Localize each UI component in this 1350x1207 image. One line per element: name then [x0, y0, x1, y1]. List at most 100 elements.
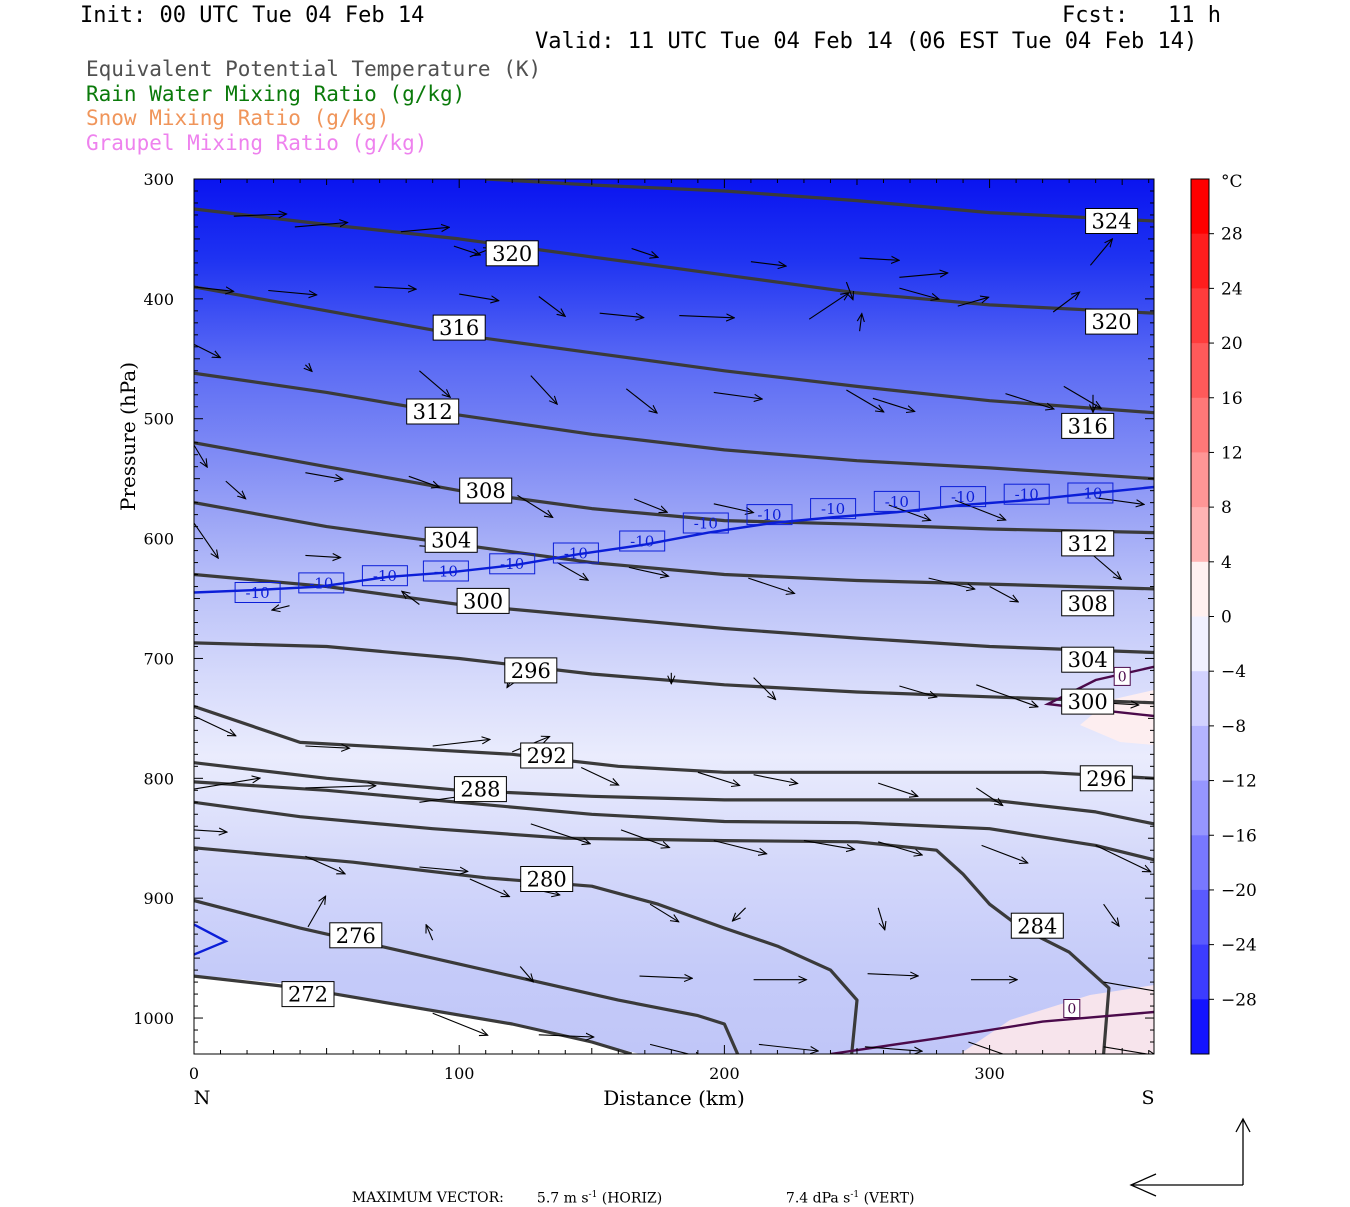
isotherm-label-minus10-text: -10 — [1078, 484, 1102, 502]
theta-e-label-284-text: 284 — [1017, 914, 1057, 938]
wind-vector — [679, 316, 734, 318]
theta-e-label-308-text: 308 — [466, 479, 506, 503]
colorbar-band — [1191, 671, 1209, 727]
wind-vector — [305, 786, 375, 788]
wind-vector — [713, 391, 762, 399]
isotherm-label-minus10-box — [489, 553, 536, 575]
theta-e-label-320: 320 — [1085, 308, 1139, 335]
theta-e-label-320: 320 — [485, 240, 539, 267]
isotherm-label-minus10: -10 — [873, 490, 920, 512]
colorbar-band — [1191, 452, 1209, 508]
theta-e-label-324-box — [1085, 208, 1139, 234]
isotherm-label-minus10-text: -10 — [821, 500, 845, 518]
colorbar-band — [1191, 179, 1209, 235]
x-end-label-south: S — [1141, 1087, 1154, 1109]
theta-e-label-312-box — [1061, 530, 1115, 557]
axis-ticks — [193, 178, 1154, 1055]
wind-vector — [877, 907, 885, 930]
isotherm-label-minus10-text: -10 — [309, 574, 333, 592]
theta-e-label-300: 300 — [456, 587, 510, 614]
wind-vector — [194, 343, 220, 357]
forecast-hour: Fcst: 11 h — [1062, 3, 1221, 28]
theta-e-label-300: 300 — [1061, 688, 1115, 715]
isotherm-label-minus10: -10 — [746, 504, 793, 526]
y-tick-label: 700 — [143, 650, 174, 669]
theta-e-label-276: 276 — [329, 922, 383, 949]
wind-vector — [649, 1043, 703, 1054]
theta-e-label-292-text: 292 — [527, 744, 567, 768]
colorbar-band — [1191, 999, 1209, 1055]
isotherm-label-minus10: -10 — [1003, 483, 1050, 505]
theta-e-contour-288 — [194, 780, 1154, 862]
isotherm-minus10-lowlevel — [194, 923, 229, 956]
theta-e-label-280: 280 — [520, 866, 574, 892]
wind-vector — [268, 289, 316, 295]
theta-e-label-304-text: 304 — [1068, 648, 1108, 672]
theta-e-label-316: 316 — [1061, 412, 1115, 439]
wind-vector — [194, 444, 207, 467]
theta-e-label-308-text: 308 — [1068, 592, 1108, 616]
wind-vector — [954, 499, 1006, 520]
wind-vector — [867, 974, 919, 976]
theta-e-label-304-text: 304 — [431, 528, 471, 552]
isotherm-label-minus10: -10 — [422, 560, 469, 582]
wind-vector — [272, 606, 290, 610]
wind-vector — [859, 258, 900, 260]
theta-e-contour-328 — [485, 179, 1154, 223]
theta-e-contour-316 — [194, 371, 1154, 481]
colorbar-band — [1191, 561, 1209, 617]
colorbar-tick-label: −28 — [1221, 990, 1257, 1010]
max-vector-horiz: 5.7 m s-1 (HORIZ) — [528, 1174, 662, 1207]
theta-e-label-312-box — [406, 398, 460, 425]
theta-e-label-276-text: 276 — [336, 924, 376, 948]
wind-vector — [748, 577, 794, 593]
isotherm-label-minus10-box — [940, 486, 987, 508]
wind-vector — [878, 782, 918, 796]
x-tick-label: 100 — [444, 1064, 475, 1083]
theta-e-label-304-box — [1061, 646, 1115, 673]
colorbar-band — [1191, 343, 1209, 399]
wind-vector — [1103, 1046, 1157, 1054]
theta-e-contour-280 — [194, 846, 859, 1054]
isotherm-label-minus10-text: -10 — [373, 567, 397, 585]
wind-vector — [194, 286, 234, 291]
wind-vector — [649, 903, 679, 922]
y-tick-label: 500 — [143, 410, 174, 429]
wind-vector — [628, 566, 669, 576]
theta-e-contour-304 — [194, 572, 1154, 655]
wind-vector — [631, 247, 658, 258]
wind-vector — [625, 388, 657, 413]
vert-value: 7.4 dPa s — [785, 1190, 851, 1207]
theta-e-label-308: 308 — [459, 477, 513, 504]
wind-vector — [846, 389, 883, 412]
isotherm-label-minus10-text: -10 — [564, 544, 588, 562]
theta-e-contour-320 — [194, 285, 1154, 415]
field-legend-rain: Rain Water Mixing Ratio (g/kg) — [86, 82, 466, 106]
wind-vector — [620, 829, 669, 848]
wind-vector — [981, 844, 1028, 863]
wind-vector — [753, 677, 776, 700]
isotherm-label-minus10-text: -10 — [885, 493, 909, 511]
wind-vector — [1005, 393, 1054, 409]
theta-e-label-296-box — [1079, 765, 1133, 792]
wind-vector — [845, 281, 853, 300]
theta-e-label-324: 324 — [1085, 208, 1139, 234]
isotherm-label-minus10-box — [746, 504, 793, 526]
wind-vector — [432, 739, 490, 747]
wind-vector — [374, 287, 416, 289]
axis-labels: 300 400 500 600 700 800 900 1000 0 100 200 300 N S Dis… — [116, 170, 1155, 1110]
isotherm-label-minus10-box — [810, 498, 857, 520]
y-tick-label: 600 — [143, 530, 174, 549]
theta-e-label-320-box — [1085, 308, 1139, 335]
wind-vector — [888, 504, 931, 520]
isotherm-label-minus10: -10 — [298, 572, 345, 594]
theta-e-label-304: 304 — [424, 526, 478, 553]
colorbar-tick-label: 0 — [1221, 608, 1232, 628]
wind-vector — [530, 375, 557, 405]
colorbar-band — [1191, 725, 1209, 782]
wind-vector — [305, 472, 342, 480]
theta-e-label-308-box — [1061, 590, 1115, 617]
isotherm-label-minus10: -10 — [1067, 482, 1114, 504]
x-tick-label: 200 — [709, 1064, 740, 1083]
